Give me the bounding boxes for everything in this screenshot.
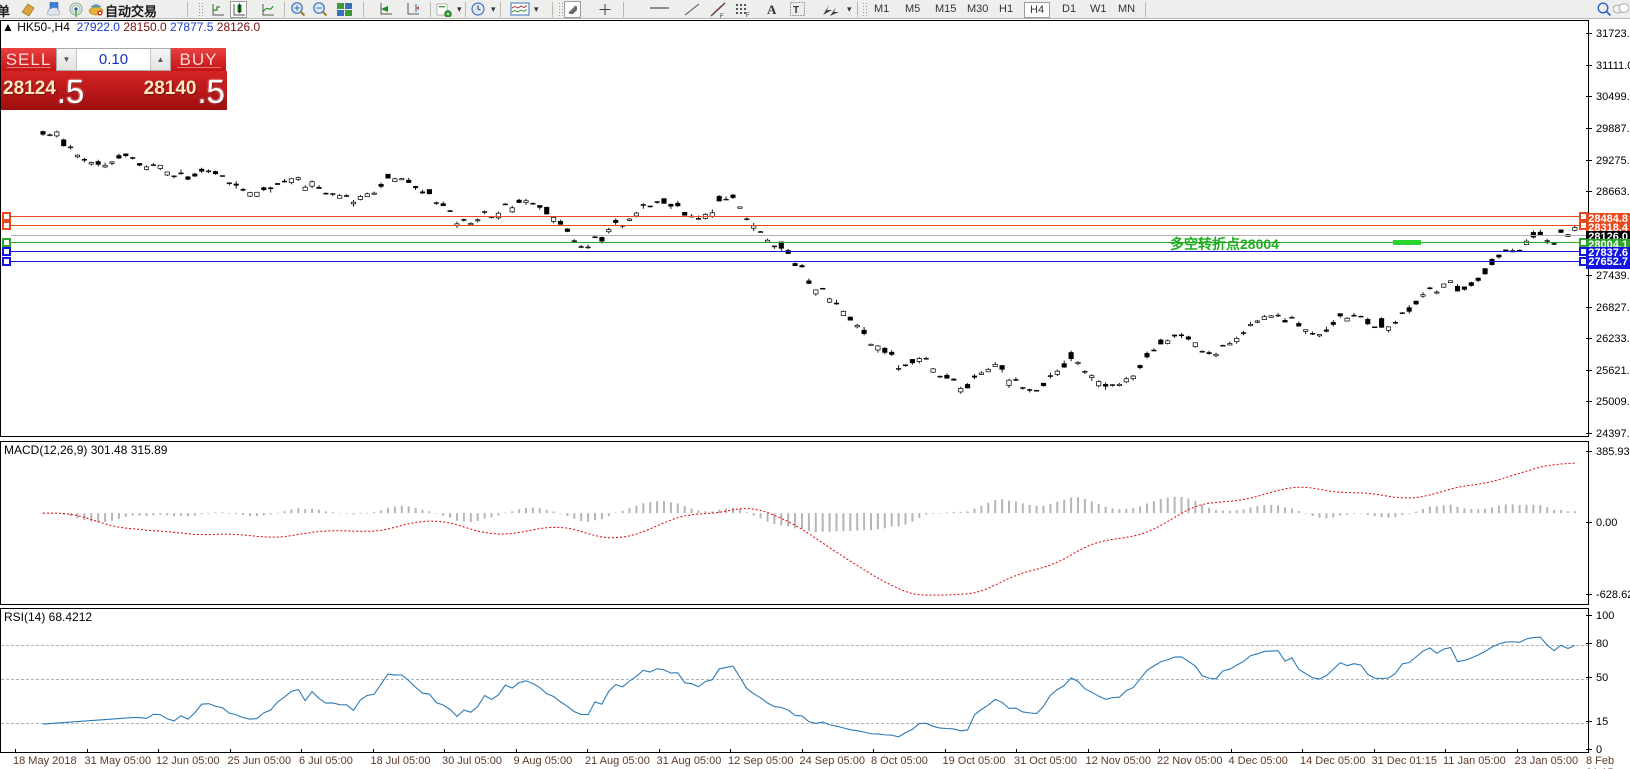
- svg-text:F: F: [746, 13, 750, 17]
- svg-text:T: T: [793, 5, 799, 16]
- svg-text:F: F: [720, 14, 724, 18]
